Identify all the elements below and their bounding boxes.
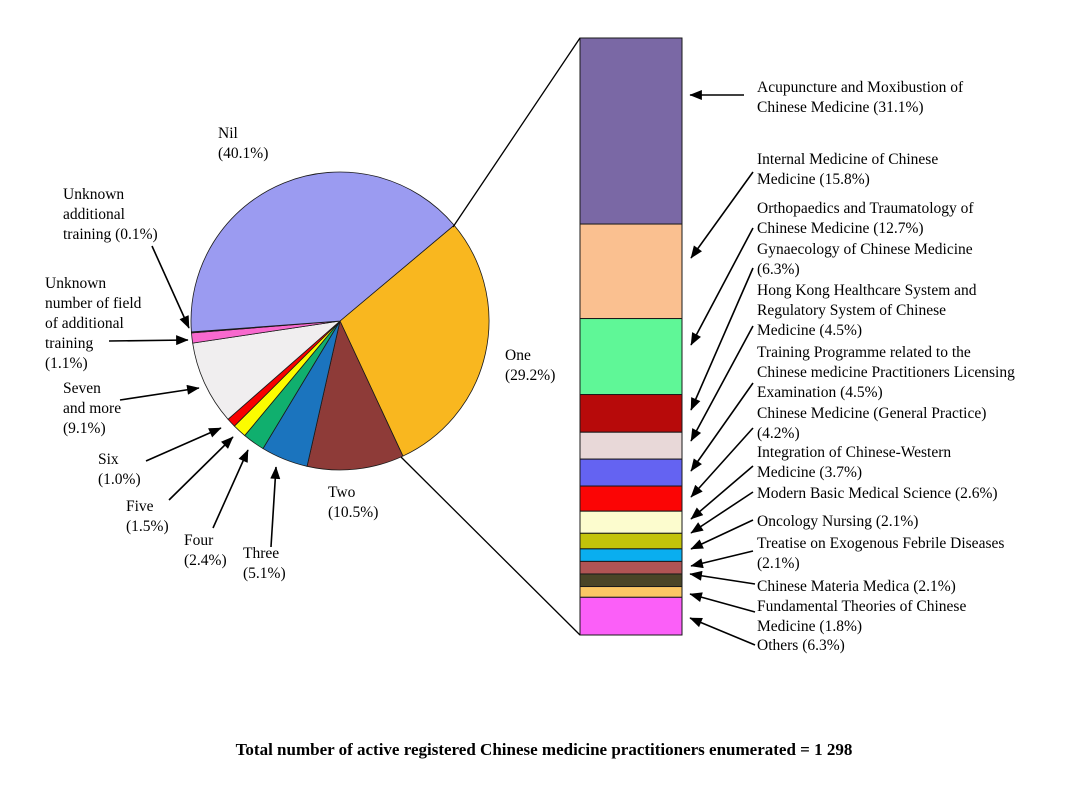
bar-segment-label: Treatise on Exogenous Febrile Diseases (…	[757, 535, 1005, 572]
callout-arrow	[690, 519, 754, 550]
bar-segment	[579, 485, 683, 512]
callout-arrow	[689, 592, 756, 613]
bar-segment-label: Oncology Nursing (2.1%)	[757, 513, 919, 530]
bar-segment	[579, 586, 683, 598]
callout-arrow	[212, 449, 249, 529]
pie-slice-label: Five (1.5%)	[126, 498, 169, 535]
pie-slice	[339, 224, 490, 457]
callout-arrow	[119, 384, 200, 401]
bar-segment	[579, 394, 683, 433]
callout-arrow	[689, 617, 756, 646]
bar-segment	[579, 548, 683, 562]
bar-segment	[579, 458, 683, 487]
callout-arrow	[690, 171, 754, 259]
bar-segment	[579, 318, 683, 396]
stacked-bar	[579, 37, 683, 636]
bar-segment	[579, 431, 683, 460]
callout-arrow	[151, 245, 190, 329]
bar-segment-label: Orthopaedics and Traumatology of Chinese…	[757, 200, 974, 237]
callout-arrow	[690, 550, 754, 569]
bar-segment	[579, 223, 683, 320]
callout-arrow	[270, 466, 281, 548]
pie-slice-label: Unknown number of field of additional tr…	[45, 275, 142, 372]
callout-arrow	[690, 427, 754, 498]
pie-chart	[190, 171, 490, 471]
bar-segment-label: Others (6.3%)	[757, 637, 845, 654]
bar-segment	[579, 37, 683, 225]
callout-arrow	[690, 465, 754, 520]
callout-arrow	[145, 427, 222, 462]
callout-arrow	[690, 491, 754, 534]
pie-slice	[306, 319, 404, 471]
pie-to-bar-connector-line	[452, 37, 581, 228]
bar-segment	[579, 596, 683, 636]
callout-arrow	[690, 382, 754, 472]
pie-slice-label: Six (1.0%)	[98, 451, 141, 488]
bar-segment-label: Chinese Materia Medica (2.1%)	[757, 578, 956, 595]
bar-segment-label: Integration of Chinese-Western Medicine …	[757, 444, 952, 481]
bar-segment-label: Acupuncture and Moxibustion of Chinese M…	[757, 79, 964, 116]
callout-arrow	[689, 570, 756, 585]
callout-arrow	[690, 227, 754, 346]
pie-slice-label: Four (2.4%)	[184, 532, 227, 569]
pie-slice	[192, 320, 342, 420]
bar-segment-label: Gynaecology of Chinese Medicine (6.3%)	[757, 241, 973, 278]
callout-arrow	[690, 267, 754, 411]
pie-slice-label: Two (10.5%)	[328, 484, 379, 521]
bar-segment	[579, 532, 683, 550]
total-caption: Total number of active registered Chines…	[235, 740, 853, 759]
pie-slice-label: Nil (40.1%)	[218, 125, 269, 162]
callout-arrow	[690, 325, 754, 442]
pie-slice-label: One (29.2%)	[505, 347, 556, 384]
bar-segment-label: Internal Medicine of Chinese Medicine (1…	[757, 151, 939, 188]
bar-segment-label: Hong Kong Healthcare System and Regulato…	[757, 282, 977, 339]
bar-segment	[579, 573, 683, 588]
pie-slice-label: Seven and more (9.1%)	[63, 380, 122, 437]
pie-slice-label: Three (5.1%)	[243, 545, 286, 582]
bar-segment-label: Modern Basic Medical Science (2.6%)	[757, 485, 998, 502]
callout-arrow	[168, 436, 234, 501]
bar-segment-label: Training Programme related to the Chines…	[757, 344, 1015, 401]
bar-segment	[579, 560, 683, 575]
bar-segment-label: Chinese Medicine (General Practice) (4.2…	[757, 405, 987, 442]
bar-segment	[579, 510, 683, 534]
callout-arrow	[108, 335, 189, 346]
pie-slice	[190, 171, 455, 333]
connector-and-arrow-lines	[108, 37, 756, 646]
pie-to-bar-connector-line	[400, 456, 581, 636]
bar-segment-label: Fundamental Theories of Chinese Medicine…	[757, 598, 967, 635]
pie-slice-label: Unknown additional training (0.1%)	[63, 186, 158, 243]
